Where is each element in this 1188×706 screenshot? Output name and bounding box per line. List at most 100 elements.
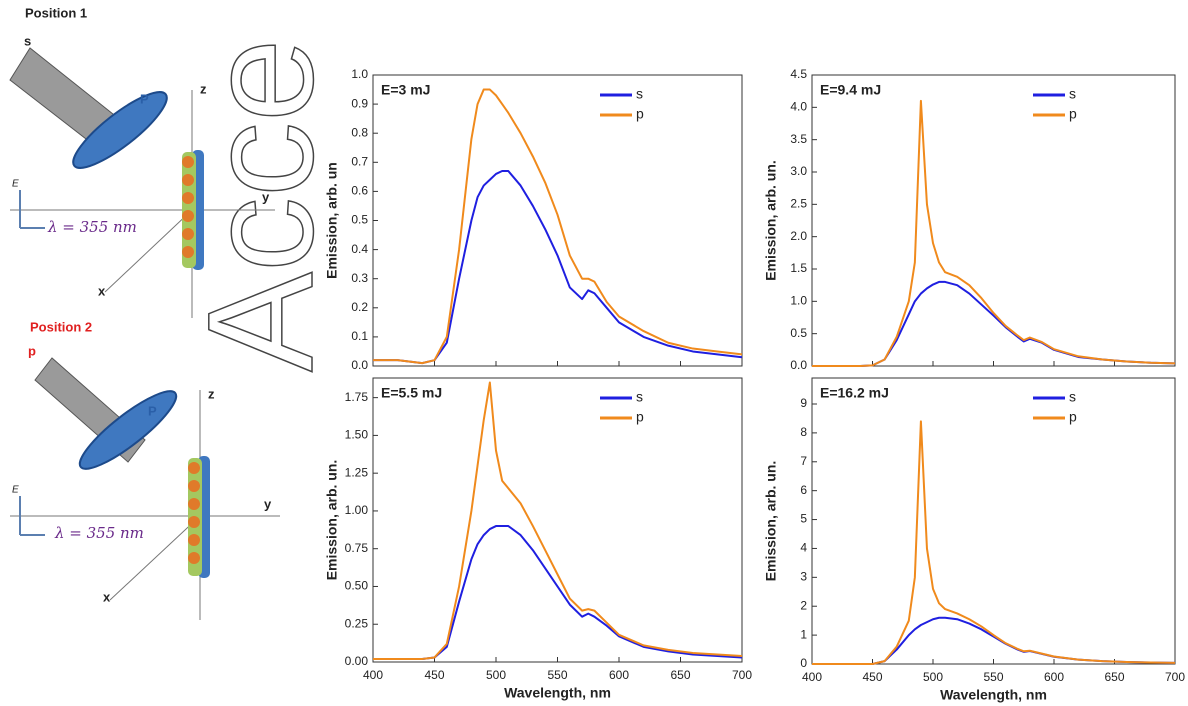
legend-label: p <box>636 409 644 425</box>
y-tick-label: 0.3 <box>351 271 368 285</box>
y-label: y <box>264 496 272 511</box>
y-tick-label: 1.0 <box>351 67 368 81</box>
chart: 0.0 0.5 1.0 1.5 2.0 2.5 3.0 3.5 4.0 4.5 Emission, … <box>763 67 1176 372</box>
x-tick-label: 550 <box>547 668 567 682</box>
polarization: s <box>24 33 31 48</box>
y-tick-label: 3 <box>800 570 807 584</box>
particles <box>182 156 194 258</box>
x-axis-label: Wavelength, nm <box>940 687 1047 703</box>
y-axis-label: Emission, arb. un. <box>324 460 340 581</box>
y-tick-label: 4.5 <box>790 67 807 81</box>
polarization: p <box>28 343 36 358</box>
y-tick-label: 7 <box>800 454 807 468</box>
series-line <box>373 525 743 660</box>
y-tick-label: 1.00 <box>345 503 369 517</box>
y-tick-label: 8 <box>800 425 807 439</box>
series-line <box>812 420 1176 665</box>
y-tick-label: 2 <box>800 598 807 612</box>
field-label: E <box>12 485 19 496</box>
y-tick-label: 6 <box>800 483 807 497</box>
position-title: Position 1 <box>25 5 87 20</box>
y-label: y <box>262 189 270 204</box>
legend-label: s <box>636 389 643 405</box>
chart: 0.0 0.1 0.2 0.3 0.4 0.5 0.6 0.7 0.8 0.9 1.0 Emissio… <box>324 67 743 372</box>
y-tick-label: 0.5 <box>351 213 368 227</box>
x-tick-label: 450 <box>424 668 444 682</box>
x-label: x <box>103 589 111 604</box>
annotation: E=16.2 mJ <box>820 385 889 401</box>
z-label: z <box>208 386 215 401</box>
x-tick-label: 700 <box>1165 670 1185 684</box>
y-tick-label: 0.1 <box>351 329 368 343</box>
x-tick-label: 700 <box>732 668 752 682</box>
series-line <box>812 99 1176 367</box>
y-tick-label: 1.75 <box>345 390 369 404</box>
x-tick-label: 600 <box>609 668 629 682</box>
x-axis-label: Wavelength, nm <box>504 685 611 701</box>
polarizer-label: P <box>140 91 149 106</box>
legend-label: s <box>636 86 643 102</box>
y-tick-label: 1.5 <box>790 261 807 275</box>
x-axis <box>109 515 201 601</box>
y-tick-label: 4.0 <box>790 100 807 114</box>
x-tick-label: 450 <box>862 670 882 684</box>
field-label: E <box>12 179 19 190</box>
y-tick-label: 1 <box>800 627 807 641</box>
polarizer <box>72 91 168 169</box>
y-tick-label: 0.0 <box>790 358 807 372</box>
legend-label: p <box>636 106 644 122</box>
legend-label: s <box>1069 86 1076 102</box>
legend-label: p <box>1069 409 1077 425</box>
particles <box>188 462 200 564</box>
y-tick-label: 0.5 <box>790 326 807 340</box>
y-axis-label: Emission, arb. un <box>324 162 340 279</box>
y-tick-label: 0 <box>800 656 807 670</box>
position-title: Position 2 <box>30 319 92 334</box>
y-tick-label: 0.25 <box>345 616 369 630</box>
y-tick-label: 9 <box>800 396 807 410</box>
plot-frame <box>811 377 1176 665</box>
y-tick-label: 0.00 <box>345 654 369 668</box>
annotation: E=3 mJ <box>381 82 430 98</box>
y-tick-label: 0.8 <box>351 125 368 139</box>
x-tick-label: 400 <box>802 670 822 684</box>
chart: 0.00 0.25 0.50 0.75 1.00 1.25 1.50 1.75 400 450 50… <box>324 377 752 701</box>
wavelength: λ = 355 nm <box>54 524 144 542</box>
y-tick-label: 0.9 <box>351 96 368 110</box>
y-tick-label: 3.0 <box>790 164 807 178</box>
y-tick-label: 0.4 <box>351 242 368 256</box>
x-tick-label: 400 <box>363 668 383 682</box>
plot-frame <box>372 74 743 367</box>
legend-label: s <box>1069 389 1076 405</box>
x-tick-label: 650 <box>1104 670 1124 684</box>
y-tick-label: 0.2 <box>351 300 368 314</box>
y-tick-label: 2.5 <box>790 197 807 211</box>
series-line <box>373 88 743 365</box>
series-line <box>373 170 743 365</box>
series-line <box>812 280 1176 367</box>
x-label: x <box>98 283 106 298</box>
y-tick-label: 0.75 <box>345 541 369 555</box>
plot-frame <box>372 377 743 663</box>
x-axis <box>104 209 193 293</box>
diagram-position-1: Position 1 s P z y x E λ = 355 nm <box>9 5 275 318</box>
plot-frame <box>811 74 1176 367</box>
series-line <box>812 616 1176 665</box>
y-tick-label: 4 <box>800 541 807 555</box>
y-tick-label: 3.5 <box>790 132 807 146</box>
chart: 0 1 2 3 4 5 6 7 8 9 400 450 500 550 600 650 700 Emission,… <box>763 377 1185 703</box>
x-tick-label: 500 <box>923 670 943 684</box>
y-tick-label: 0.7 <box>351 154 368 168</box>
legend-label: p <box>1069 106 1077 122</box>
series-line <box>373 381 743 660</box>
y-tick-label: 5 <box>800 512 807 526</box>
x-tick-label: 600 <box>1044 670 1064 684</box>
polarizer <box>78 390 178 470</box>
y-axis-label: Emission, arb. un. <box>763 160 779 281</box>
wavelength: λ = 355 nm <box>47 218 137 236</box>
y-axis-label: Emission, arb. un. <box>763 461 779 582</box>
x-tick-label: 550 <box>983 670 1003 684</box>
x-tick-label: 650 <box>670 668 690 682</box>
y-tick-label: 0.50 <box>345 579 369 593</box>
